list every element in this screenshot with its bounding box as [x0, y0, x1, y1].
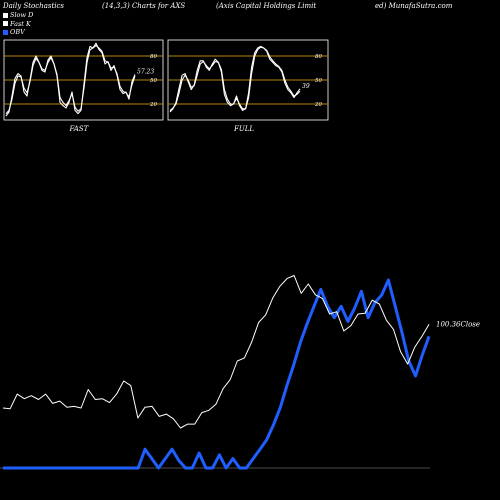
full-full-d-line — [169, 46, 301, 111]
legend: Slow D Fast K OBV — [3, 11, 33, 37]
legend-label-fast-k: Fast K — [10, 19, 31, 28]
legend-item-fast-k: Fast K — [3, 20, 33, 29]
full-tick-label-50: 50 — [315, 78, 322, 84]
fast-tick-label-20: 20 — [149, 102, 157, 108]
close-value-label: 100.36Close — [436, 320, 480, 328]
legend-item-slow-d: Slow D — [3, 11, 33, 20]
full-panel-label: FULL — [233, 125, 254, 133]
obv-line — [3, 278, 431, 470]
legend-label-slow-d: Slow D — [10, 11, 34, 19]
chart-params: (14,3,3) Charts for AXS — [102, 2, 186, 10]
legend-swatch-slow-d — [3, 12, 8, 18]
legend-item-obv: OBV — [3, 28, 33, 37]
legend-swatch-fast-k — [3, 21, 8, 27]
full-last-value-label: 39 — [302, 83, 310, 90]
fast-tick-label-80: 80 — [150, 54, 157, 60]
chart-title: Daily Stochastics — [3, 2, 65, 10]
legend-label-obv: OBV — [10, 28, 25, 36]
legend-swatch-obv — [3, 29, 8, 35]
fast-tick-label-50: 50 — [150, 78, 157, 84]
company-name: (Axis Capital Holdings Limit — [216, 2, 317, 10]
fast-last-value-label: 57.23 — [137, 68, 154, 75]
fast-panel-label: FAST — [69, 125, 90, 133]
source-label: ed) MunafaSutra.com — [375, 2, 453, 10]
full-tick-label-80: 80 — [315, 54, 322, 60]
full-full-k-line — [169, 45, 301, 113]
close-price-line — [2, 275, 430, 429]
full-tick-label-20: 20 — [314, 102, 322, 108]
fast-slow-d-line — [5, 45, 136, 114]
